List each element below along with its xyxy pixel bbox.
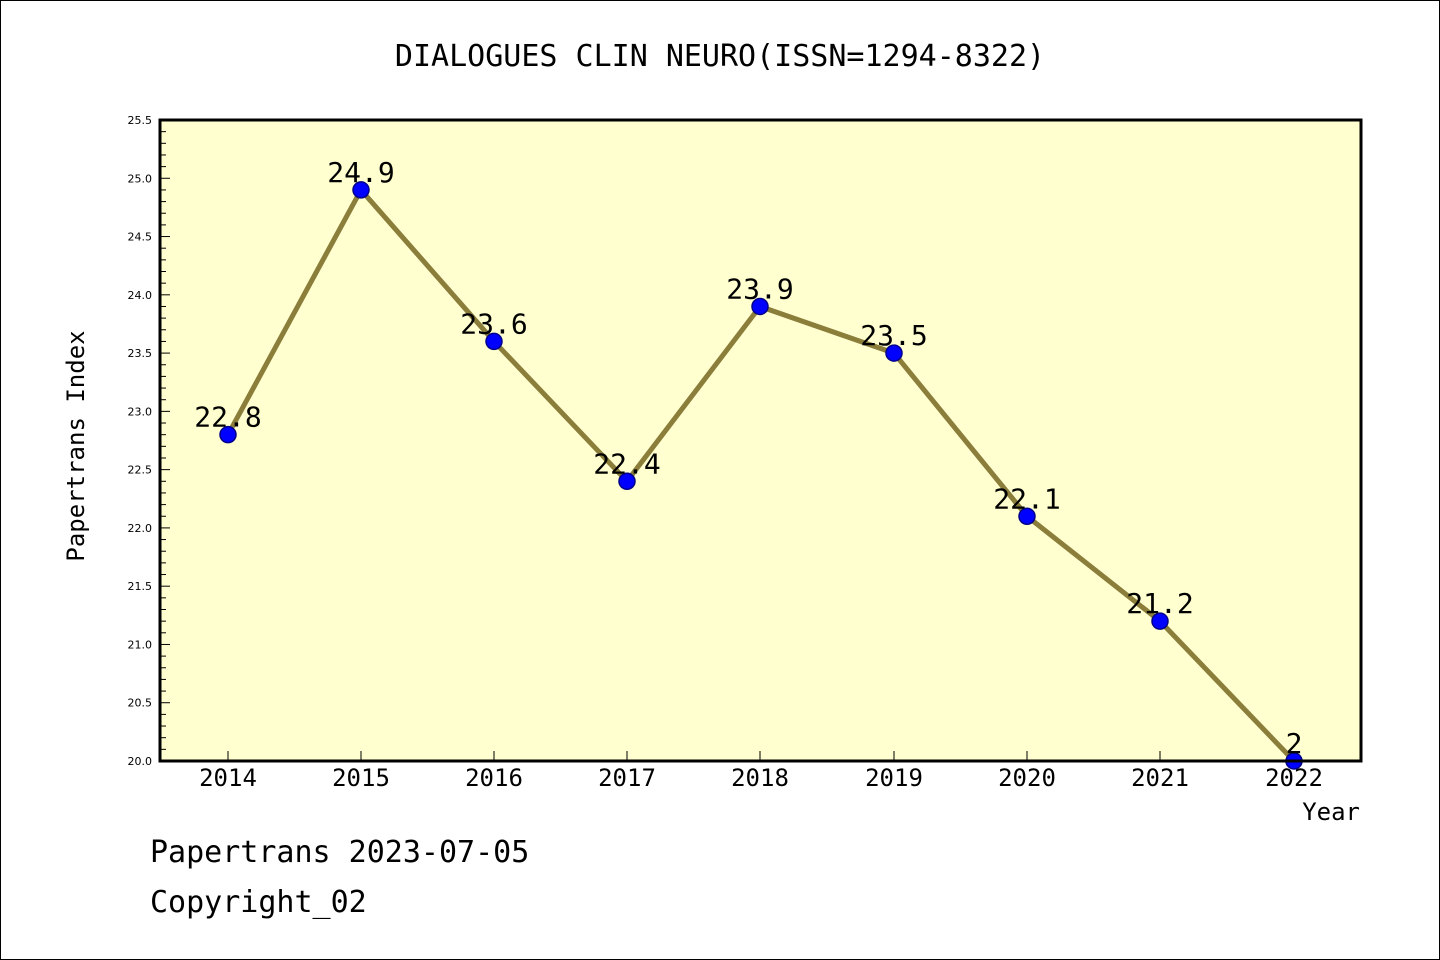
x-tick-label: 2014 [199,764,257,792]
data-point [618,472,636,491]
y-tick-label: 24.0 [128,289,153,302]
data-label: 24.9 [327,156,394,189]
data-label: 23.9 [726,272,793,305]
data-markers [219,181,1303,770]
footer-date: Papertrans 2023-07-05 [150,835,530,870]
y-axis-label: Papertrans Index [62,330,90,561]
x-tick-label: 2021 [1131,764,1189,792]
data-labels: 22.8 24.9 23.6 22.4 23.9 23.5 22.1 21.2 2 [194,156,1302,760]
data-label: 23.5 [860,319,927,352]
y-tick-label: 22.5 [128,464,153,477]
x-tick-label: 2020 [998,764,1056,792]
y-tick-label: 21.0 [128,638,153,651]
x-axis: 2014 2015 2016 2017 2018 2019 2020 2021 2022 [199,751,1323,792]
data-label: 21.2 [1126,587,1193,620]
x-tick-label: 2015 [332,764,390,792]
x-tick-label: 2016 [465,764,523,792]
y-tick-label: 25.0 [128,172,153,185]
data-point [219,425,237,444]
data-label: 22.8 [194,401,261,434]
footer-copyright: Copyright_02 [150,885,367,920]
data-label: 2 [1286,727,1303,760]
x-axis-label: Year [1302,798,1360,826]
y-tick-label: 23.5 [128,347,153,360]
data-label: 22.4 [593,447,660,480]
x-tick-label: 2018 [731,764,789,792]
y-tick-label: 22.0 [128,522,153,535]
x-tick-label: 2019 [865,764,923,792]
y-tick-label: 23.0 [128,405,153,418]
y-tick-label: 25.5 [128,114,153,127]
chart-title: DIALOGUES CLIN NEURO(ISSN=1294-8322) [395,39,1045,74]
data-point [885,344,903,362]
y-tick-label: 24.5 [128,231,153,244]
data-point [352,181,370,199]
data-point [751,297,769,316]
data-label: 23.6 [460,307,527,340]
y-tick-label: 20.5 [128,697,153,710]
plot-border [158,118,1363,763]
plot-area [160,120,1361,761]
data-point [1151,612,1169,630]
data-point [485,332,503,351]
x-tick-label: 2017 [598,764,656,792]
data-point [1018,507,1036,526]
data-label: 22.1 [993,482,1060,515]
y-tick-label: 20.0 [128,755,153,768]
y-tick-label: 21.5 [128,580,153,593]
